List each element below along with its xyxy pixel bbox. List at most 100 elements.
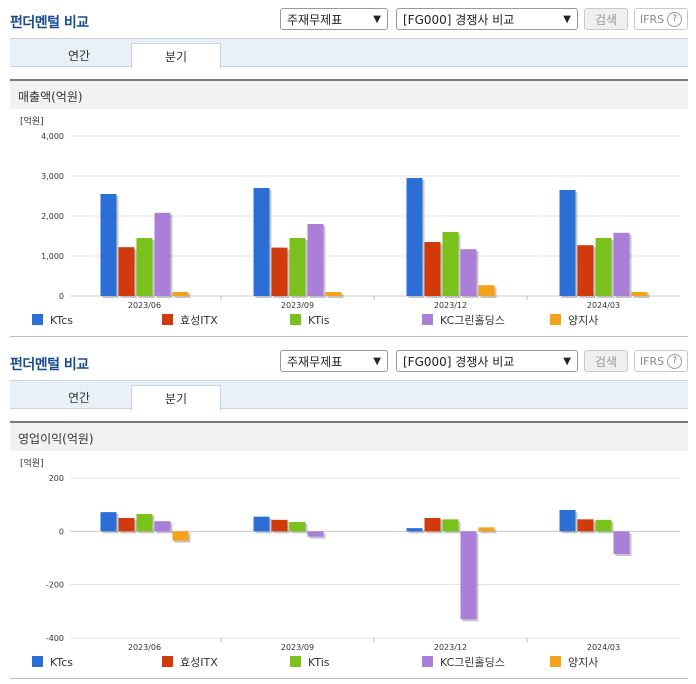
search-button[interactable]: 검색 xyxy=(584,350,628,372)
bar xyxy=(271,247,288,296)
bar xyxy=(271,519,288,532)
y-tick-label: 0 xyxy=(59,292,64,301)
period-tabs: 연간 분기 xyxy=(10,380,688,411)
bar xyxy=(442,519,459,532)
x-tick-label: 2023/06 xyxy=(128,643,161,652)
bar xyxy=(172,531,189,541)
legend-label: KC그린홀딩스 xyxy=(440,656,505,669)
bar xyxy=(442,232,459,296)
bar xyxy=(424,518,441,532)
bar xyxy=(595,519,612,532)
bar xyxy=(307,531,324,537)
bar xyxy=(100,194,117,296)
legend-swatch xyxy=(32,656,43,667)
bar xyxy=(307,224,324,296)
y-tick-label: 4,000 xyxy=(41,132,64,141)
legend-swatch xyxy=(290,656,301,667)
bar xyxy=(478,527,495,532)
operating-profit-chart: [억원] -400 -200 0 200 2023/06 2023/09 2023/12 202… xyxy=(20,457,680,669)
bar xyxy=(631,292,648,296)
help-icon[interactable]: ? xyxy=(667,11,683,27)
legend-label: KTcs xyxy=(50,656,73,669)
metric-title: 영업이익(억원) xyxy=(18,432,94,446)
divider xyxy=(10,678,688,679)
bar-shadow xyxy=(408,530,425,534)
x-tick-label: 2023/09 xyxy=(281,643,314,652)
chevron-down-icon: ▼ xyxy=(373,13,381,25)
legend-label: 효성ITX xyxy=(180,656,218,669)
legend-swatch xyxy=(550,656,561,667)
metric-header: 매출액(억원) xyxy=(10,79,688,109)
operating-profit-panel: 펀더멘털 비교 주재무제표 ▼ [FG000] 경쟁사 비교 ▼ 검색 IFRS… xyxy=(0,342,696,684)
chevron-down-icon: ▼ xyxy=(373,355,381,367)
statement-select-value: 주재무제표 xyxy=(287,12,343,27)
legend-swatch xyxy=(422,656,433,667)
bar xyxy=(100,512,117,532)
ifrs-label: IFRS xyxy=(639,12,665,26)
bar xyxy=(289,238,306,296)
x-tick-label: 2023/09 xyxy=(281,301,314,310)
company-select[interactable]: [FG000] 경쟁사 비교 ▼ xyxy=(396,350,578,372)
search-button[interactable]: 검색 xyxy=(584,8,628,30)
statement-select[interactable]: 주재무제표 ▼ xyxy=(280,8,388,30)
tab-quarter[interactable]: 분기 xyxy=(131,43,221,69)
ifrs-button[interactable]: IFRS ? xyxy=(634,350,688,372)
tab-quarter[interactable]: 분기 xyxy=(131,385,221,411)
help-icon[interactable]: ? xyxy=(667,353,683,369)
legend-label: KTis xyxy=(308,656,330,669)
legend-label: KC그린홀딩스 xyxy=(440,314,505,327)
bar xyxy=(460,249,477,296)
y-tick-label: 1,000 xyxy=(41,252,64,261)
legend-swatch xyxy=(290,314,301,325)
bar xyxy=(289,522,306,532)
y-tick-label: 3,000 xyxy=(41,172,64,181)
chevron-down-icon: ▼ xyxy=(563,355,571,367)
bar xyxy=(154,212,171,296)
y-tick-label: 200 xyxy=(49,474,64,483)
bar xyxy=(577,245,594,296)
statement-select-value: 주재무제표 xyxy=(287,354,343,369)
tab-annual[interactable]: 연간 xyxy=(67,49,91,63)
bar xyxy=(136,238,153,296)
legend-label: KTis xyxy=(308,314,330,327)
bar xyxy=(253,516,270,532)
bar xyxy=(154,521,171,532)
legend-swatch xyxy=(550,314,561,325)
x-tick-label: 2023/06 xyxy=(128,301,161,310)
divider xyxy=(10,336,688,337)
y-tick-label: -400 xyxy=(46,634,64,643)
bar xyxy=(253,188,270,296)
tab-annual[interactable]: 연간 xyxy=(67,391,91,405)
bar xyxy=(460,531,477,620)
bar xyxy=(613,531,630,554)
bar xyxy=(406,178,423,296)
legend-swatch xyxy=(162,656,173,667)
section-title: 펀더멘털 비교 xyxy=(10,15,89,31)
statement-select[interactable]: 주재무제표 ▼ xyxy=(280,350,388,372)
bar xyxy=(613,232,630,296)
y-tick-label: 0 xyxy=(59,527,64,536)
legend-swatch xyxy=(162,314,173,325)
x-tick-label: 2024/03 xyxy=(587,301,620,310)
bar xyxy=(136,514,153,532)
bar xyxy=(559,190,576,296)
y-unit-label: [억원] xyxy=(20,457,44,469)
metric-header: 영업이익(억원) xyxy=(10,421,688,451)
metric-title: 매출액(억원) xyxy=(18,90,83,104)
bar xyxy=(406,528,423,532)
bar xyxy=(424,242,441,296)
y-tick-label: 2,000 xyxy=(41,212,64,221)
x-tick-label: 2023/12 xyxy=(434,301,467,310)
ifrs-button[interactable]: IFRS ? xyxy=(634,8,688,30)
company-select-value: [FG000] 경쟁사 비교 xyxy=(403,354,515,369)
y-unit-label: [억원] xyxy=(20,115,44,127)
company-select[interactable]: [FG000] 경쟁사 비교 ▼ xyxy=(396,8,578,30)
bar xyxy=(118,518,135,532)
period-tabs: 연간 분기 xyxy=(10,38,688,69)
legend-swatch xyxy=(422,314,433,325)
company-select-value: [FG000] 경쟁사 비교 xyxy=(403,12,515,27)
legend-swatch xyxy=(32,314,43,325)
bar xyxy=(577,519,594,532)
legend-label: KTcs xyxy=(50,314,73,327)
bar xyxy=(559,510,576,532)
